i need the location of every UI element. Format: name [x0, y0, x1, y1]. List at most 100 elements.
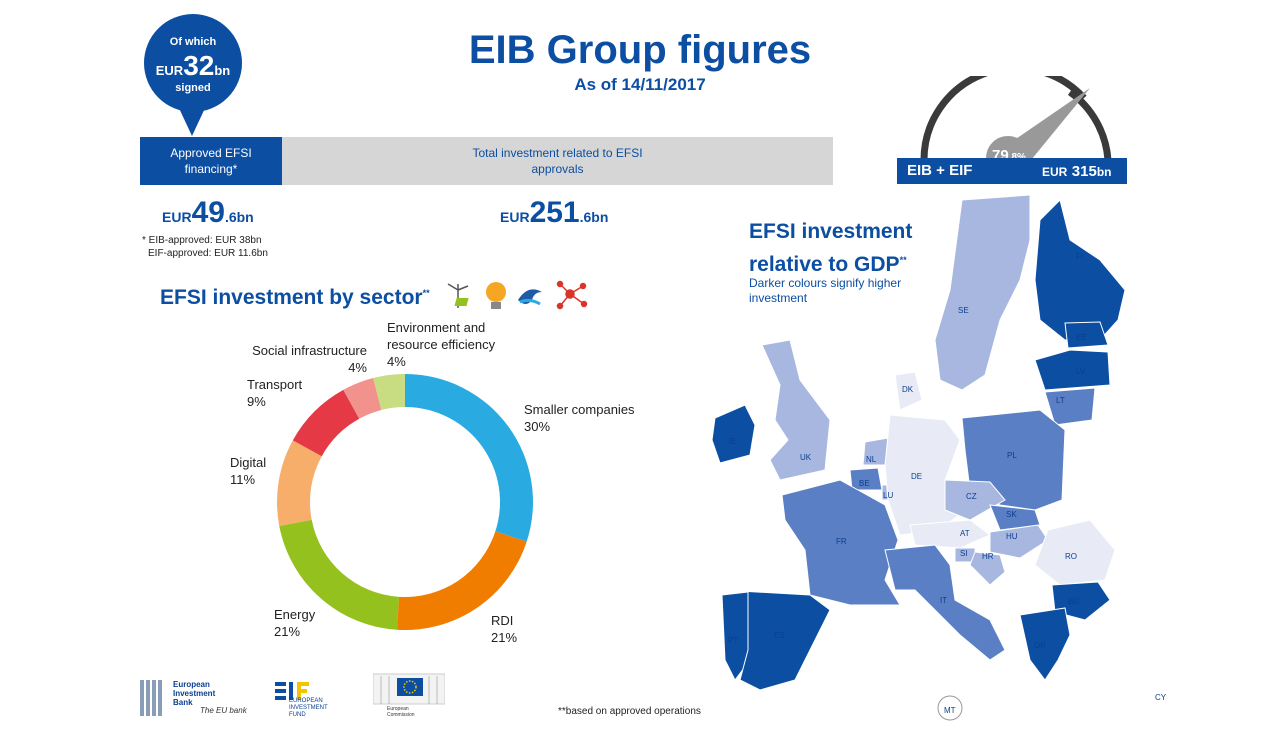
approved-efsi-bar: Approved EFSI financing*: [140, 137, 282, 185]
approved-value: EUR49.6bn: [162, 196, 254, 230]
bubble-amount: EUR32bn: [144, 50, 242, 82]
lightbulb-icon: [486, 282, 506, 309]
approved-suffix: .6bn: [224, 209, 254, 225]
eif-logo-l3: FUND: [289, 712, 306, 718]
map-label-gr: GR: [1034, 641, 1046, 650]
donut-slice-transport: [292, 389, 360, 457]
map-label-hr: HR: [982, 552, 994, 561]
map-label-pt: PT: [728, 636, 738, 645]
label-name: Energy: [274, 607, 316, 622]
country-it: [884, 544, 1006, 661]
country-se: [934, 194, 1031, 391]
gauge-percent-suffix: .8%: [1009, 152, 1026, 163]
ec-logo-l1: European: [387, 706, 409, 712]
map-label-pl: PL: [1007, 451, 1017, 460]
map-label-uk: UK: [800, 453, 812, 462]
map-label-hu: HU: [1006, 532, 1018, 541]
page-title: EIB Group figures: [468, 28, 812, 72]
eib-logo-text: European Investment Bank: [173, 680, 215, 707]
country-gr: [1019, 607, 1071, 681]
map-subtitle-l1: Darker colours signify higher: [749, 276, 902, 290]
eib-logo-l3: Bank: [173, 698, 193, 707]
bubble-number: 32: [183, 50, 215, 81]
total-currency: EUR: [500, 209, 530, 225]
eif-logo-l2: INVESTMENT: [289, 705, 328, 711]
gauge-right-value: EUR 315bn: [1042, 163, 1112, 181]
map-label-es: ES: [774, 631, 785, 640]
map-label-ie: IE: [729, 437, 737, 446]
label-pct: 21%: [274, 624, 301, 639]
network-icon: [556, 280, 588, 310]
donut-slice-social-infrastructure: [343, 378, 382, 419]
country-mt: [937, 695, 963, 721]
map-subtitle-l2: investment: [749, 291, 808, 305]
total-investment-label: Total investment related to EFSI approva…: [472, 146, 643, 176]
country-fi: [1034, 199, 1126, 341]
label-name: Social infrastructure: [252, 343, 367, 358]
eif-logo: EUROPEAN INVESTMENT FUND: [275, 680, 355, 720]
gauge-right-number: 315: [1071, 163, 1097, 180]
country-lt: [1044, 387, 1096, 426]
country-cz: [944, 479, 1006, 521]
map-label-lv: LV: [1076, 367, 1086, 376]
eif-logo-l1: EUROPEAN: [289, 698, 323, 704]
bubble-line3: signed: [175, 82, 211, 94]
country-ie: [711, 404, 756, 464]
map-label-de: DE: [911, 472, 922, 481]
donut-slice-rdi: [396, 531, 527, 630]
eib-logo-mark: [140, 680, 164, 716]
country-es: [721, 589, 831, 691]
total-investment-bar: Total investment related to EFSI approva…: [282, 137, 833, 185]
signed-bubble: Of which EUR32bn signed: [144, 14, 242, 112]
donut-slice-smaller-companies: [405, 374, 533, 542]
total-suffix: .6bn: [579, 209, 609, 225]
label-name: Digital: [230, 455, 267, 470]
map-title-l2: relative to GDP: [749, 253, 900, 276]
sector-donut-chart: [277, 374, 533, 630]
eib-logo: European Investment Bank The EU bank: [140, 680, 250, 718]
map-label-se: SE: [958, 306, 969, 315]
gauge-right-currency: EUR: [1042, 165, 1068, 179]
approval-note: * EIB-approved: EUR 38bn EIF-approved: E…: [142, 234, 268, 260]
ec-logo-l2: Commission: [387, 712, 415, 718]
bubble-suffix: bn: [214, 63, 231, 78]
label-rdi: RDI 21%: [491, 612, 517, 646]
ec-logo: European Commission: [373, 670, 445, 720]
label-transport: Transport 9%: [247, 376, 302, 410]
donut-slice-digital: [277, 440, 322, 526]
label-name-l1: Environment and: [387, 320, 486, 335]
country-hr: [969, 551, 1006, 586]
approved-efsi-label: Approved EFSI financing*: [170, 146, 252, 176]
map-label-fi: FI: [1076, 252, 1083, 261]
label-name: Transport: [247, 377, 303, 392]
water-icon: [518, 289, 542, 306]
label-energy: Energy 21%: [274, 606, 315, 640]
label-pct: 4%: [348, 360, 367, 375]
eib-logo-l2: Investment: [173, 689, 216, 698]
map-title: EFSI investment relative to GDP**: [749, 218, 912, 279]
eib-logo-l1: European: [173, 680, 210, 689]
country-dk: [894, 371, 923, 411]
map-label-cz: CZ: [966, 492, 977, 501]
gauge-bar: EIB + EIF EUR 315bn: [897, 158, 1127, 184]
map-label-it: IT: [940, 596, 947, 605]
map-label-ee: EE: [1076, 333, 1087, 342]
map-label-si: SI: [960, 549, 968, 558]
map-label-be: BE: [859, 479, 870, 488]
footnote: **based on approved operations: [558, 706, 701, 717]
note-eif: EIF-approved: EUR 11.6bn: [148, 248, 268, 259]
gauge-right-suffix: bn: [1096, 165, 1112, 179]
map-label-ro: RO: [1065, 552, 1077, 561]
bubble-line1: Of which: [169, 36, 217, 48]
total-value: EUR251.6bn: [500, 196, 608, 230]
sector-title: EFSI investment by sector**: [160, 286, 430, 310]
wind-turbine-icon: [447, 283, 469, 308]
country-uk: [761, 339, 831, 481]
label-environment: Environment and resource efficiency 4%: [387, 319, 495, 370]
ec-logo-text: European Commission: [387, 706, 415, 718]
donut-slice-environment-and-resource-efficiency: [373, 374, 405, 410]
country-at: [909, 519, 991, 549]
sector-title-marks: **: [422, 288, 430, 298]
country-de: [884, 414, 966, 536]
label-pct: 21%: [491, 630, 518, 645]
